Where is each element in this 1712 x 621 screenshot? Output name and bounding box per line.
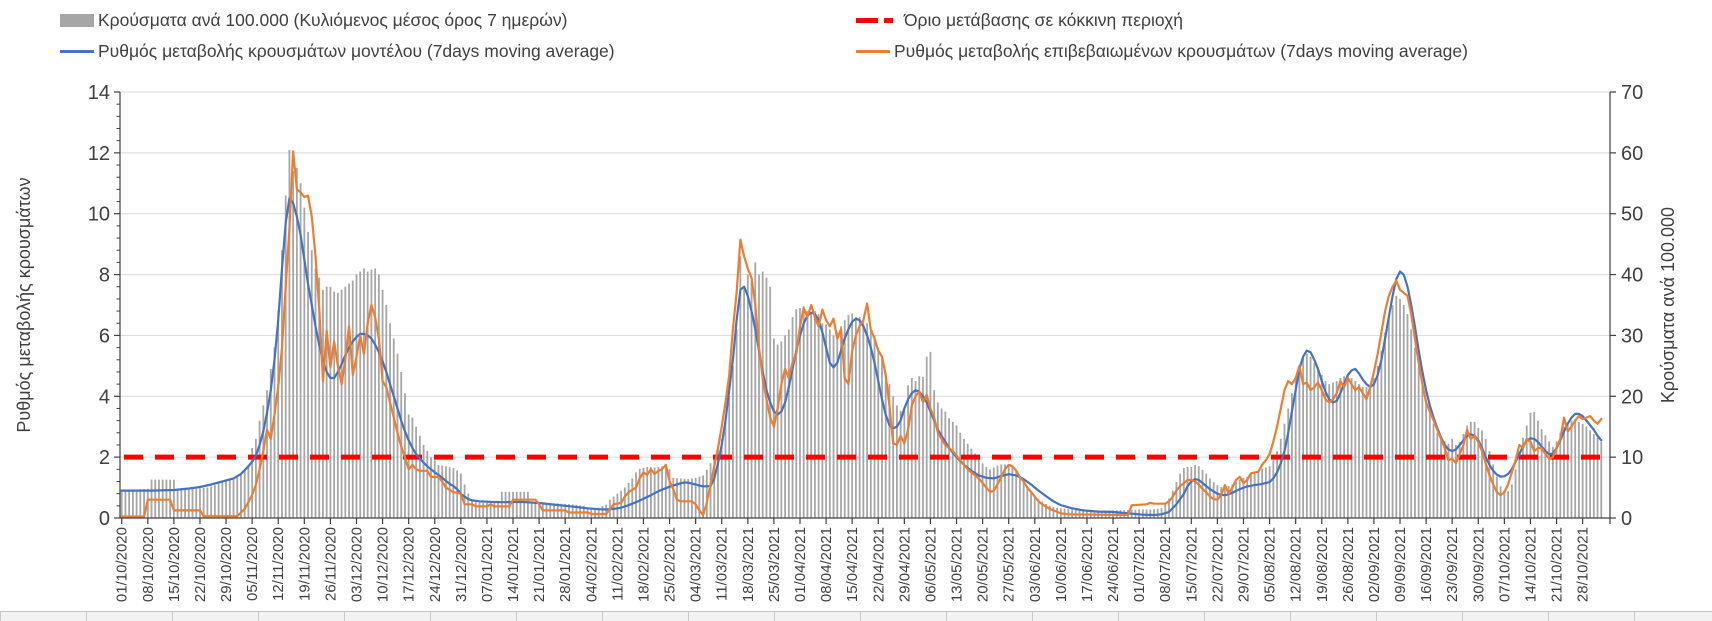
x-axis-date-label: 12/11/2020	[270, 527, 287, 601]
left-axis-ticks-labels: 0 2 4 6 8 10 12 14	[88, 82, 120, 530]
x-axis-date-label: 31/12/2020	[453, 527, 470, 602]
x-axis-date-label: 29/04/2021	[896, 527, 913, 602]
x-axis-date-label: 10/12/2020	[375, 527, 392, 602]
x-axis-date-label: 11/03/2021	[714, 527, 731, 601]
right-axis-tick-label: 10	[1621, 447, 1643, 469]
right-axis-tick-label: 60	[1621, 143, 1643, 165]
left-axis-tick-label: 8	[99, 265, 110, 287]
x-axis-date-label: 15/07/2021	[1183, 527, 1200, 602]
x-axis-date-label: 22/10/2020	[192, 527, 209, 602]
x-axis-date-label: 03/06/2021	[1027, 527, 1044, 602]
x-axis-date-label: 17/06/2021	[1079, 527, 1096, 602]
x-axis-date-label: 11/02/2021	[609, 527, 626, 601]
x-axis-date-label: 26/08/2021	[1340, 527, 1357, 602]
legend-label: Όριο μετάβασης σε κόκκινη περιοχή	[904, 9, 1184, 30]
x-axis-date-label: 21/10/2021	[1549, 527, 1566, 602]
x-axis-date-label: 30/09/2021	[1470, 527, 1487, 602]
left-axis-tick-label: 4	[99, 386, 110, 408]
x-axis-date-label: 22/07/2021	[1209, 527, 1226, 602]
x-axis-date-label: 16/09/2021	[1418, 527, 1435, 602]
left-axis-tick-label: 10	[88, 204, 110, 226]
x-axis-date-label: 14/01/2021	[505, 527, 522, 602]
x-axis-date-label: 14/10/2021	[1522, 527, 1539, 602]
x-axis-date-label: 06/05/2021	[922, 527, 939, 602]
legend-item-model-rate[interactable]: Ρυθμός μεταβολής κρουσμάτων μοντέλου (7d…	[60, 37, 856, 65]
x-axis-ticks-labels: 01/10/2020 08/10/2020 15/10/2020 22/10/2020…	[114, 518, 1611, 602]
right-axis-tick-label: 20	[1621, 386, 1643, 408]
model-rate-line	[120, 197, 1603, 517]
x-axis-date-label: 01/10/2020	[114, 527, 131, 602]
right-axis-tick-label: 40	[1621, 265, 1643, 287]
legend-item-red-threshold[interactable]: Όριο μετάβασης σε κόκκινη περιοχή	[856, 6, 1468, 34]
x-axis-date-label: 29/07/2021	[1235, 527, 1252, 602]
x-axis-date-label: 18/02/2021	[635, 527, 652, 602]
x-axis-date-label: 07/01/2021	[479, 527, 496, 602]
x-axis-date-label: 29/10/2020	[218, 527, 235, 602]
left-axis-tick-label: 6	[99, 325, 110, 347]
x-axis-date-label: 20/05/2021	[975, 527, 992, 602]
x-axis-date-label: 08/10/2020	[140, 527, 157, 602]
x-axis-date-label: 13/05/2021	[949, 527, 966, 602]
x-axis-date-label: 04/02/2021	[583, 527, 600, 602]
right-axis-tick-label: 50	[1621, 204, 1643, 226]
blue-line-legend-swatch-icon	[60, 49, 94, 53]
right-axis-tick-label: 70	[1621, 82, 1643, 104]
x-axis-date-label: 26/11/2020	[322, 527, 339, 601]
chart-legend: Κρούσματα ανά 100.000 (Κυλιόμενος μέσος …	[60, 6, 1468, 65]
gridlines	[120, 91, 1610, 458]
left-axis-title: Ρυθμός μεταβολής κρουσμάτων	[14, 177, 34, 432]
legend-item-confirmed-rate[interactable]: Ρυθμός μεταβολής επιβεβαιωμένων κρουσμάτ…	[856, 37, 1468, 65]
x-axis-date-label: 08/07/2021	[1157, 527, 1174, 602]
right-axis-tick-label: 30	[1621, 325, 1643, 347]
x-axis-date-label: 02/09/2021	[1366, 527, 1383, 602]
right-axis-ticks-labels: 0 10 20 30 40 50 60 70	[1610, 82, 1643, 530]
x-axis-date-label: 17/12/2020	[401, 527, 418, 602]
left-axis-tick-label: 14	[88, 82, 110, 104]
x-axis-date-label: 24/06/2021	[1105, 527, 1122, 602]
x-axis-date-label: 19/11/2020	[296, 527, 313, 601]
confirmed-rate-line	[120, 150, 1603, 518]
x-axis-date-label: 05/11/2020	[244, 527, 261, 601]
left-axis-tick-label: 2	[99, 447, 110, 469]
legend-label: Κρούσματα ανά 100.000 (Κυλιόμενος μέσος …	[98, 9, 568, 30]
x-axis-date-label: 01/07/2021	[1131, 527, 1148, 602]
left-axis-tick-label: 12	[88, 143, 110, 165]
right-axis-tick-label: 0	[1621, 508, 1632, 530]
x-axis-date-label: 19/08/2021	[1314, 527, 1331, 602]
bars-legend-swatch-icon	[60, 13, 94, 27]
x-axis-date-label: 15/10/2020	[166, 527, 183, 602]
x-axis-date-label: 05/08/2021	[1262, 527, 1279, 602]
legend-label: Ρυθμός μεταβολής κρουσμάτων μοντέλου (7d…	[98, 40, 615, 61]
legend-item-cases-bars[interactable]: Κρούσματα ανά 100.000 (Κυλιόμενος μέσος …	[60, 6, 856, 34]
x-axis-date-label: 25/02/2021	[662, 527, 679, 602]
x-axis-date-label: 22/04/2021	[870, 527, 887, 602]
x-axis-date-label: 15/04/2021	[844, 527, 861, 602]
x-axis-date-label: 24/12/2020	[427, 527, 444, 602]
x-axis-date-label: 04/03/2021	[688, 527, 705, 602]
axes	[119, 92, 1611, 519]
x-axis-date-label: 28/10/2021	[1575, 527, 1592, 602]
spreadsheet-row-strip	[0, 611, 1712, 621]
left-axis-tick-label: 0	[99, 508, 110, 530]
x-axis-date-label: 09/09/2021	[1392, 527, 1409, 602]
x-axis-date-label: 18/03/2021	[740, 527, 757, 602]
right-axis-title: Κρούσματα ανά 100.000	[1658, 207, 1678, 403]
red-dash-legend-swatch-icon	[856, 17, 900, 23]
x-axis-date-label: 25/03/2021	[766, 527, 783, 602]
x-axis-date-label: 27/05/2021	[1001, 527, 1018, 602]
x-axis-date-label: 21/01/2021	[531, 527, 548, 602]
x-axis-date-label: 23/09/2021	[1444, 527, 1461, 602]
x-axis-date-label: 07/10/2021	[1496, 527, 1513, 602]
cases-bars-series	[120, 149, 1603, 519]
x-axis-date-label: 10/06/2021	[1053, 527, 1070, 602]
x-axis-date-label: 01/04/2021	[792, 527, 809, 602]
x-axis-date-label: 28/01/2021	[557, 527, 574, 602]
orange-line-legend-swatch-icon	[856, 49, 890, 53]
x-axis-date-label: 08/04/2021	[818, 527, 835, 602]
legend-label: Ρυθμός μεταβολής επιβεβαιωμένων κρουσμάτ…	[894, 40, 1468, 61]
x-axis-date-label: 03/12/2020	[348, 527, 365, 602]
x-axis-date-label: 12/08/2021	[1288, 527, 1305, 602]
